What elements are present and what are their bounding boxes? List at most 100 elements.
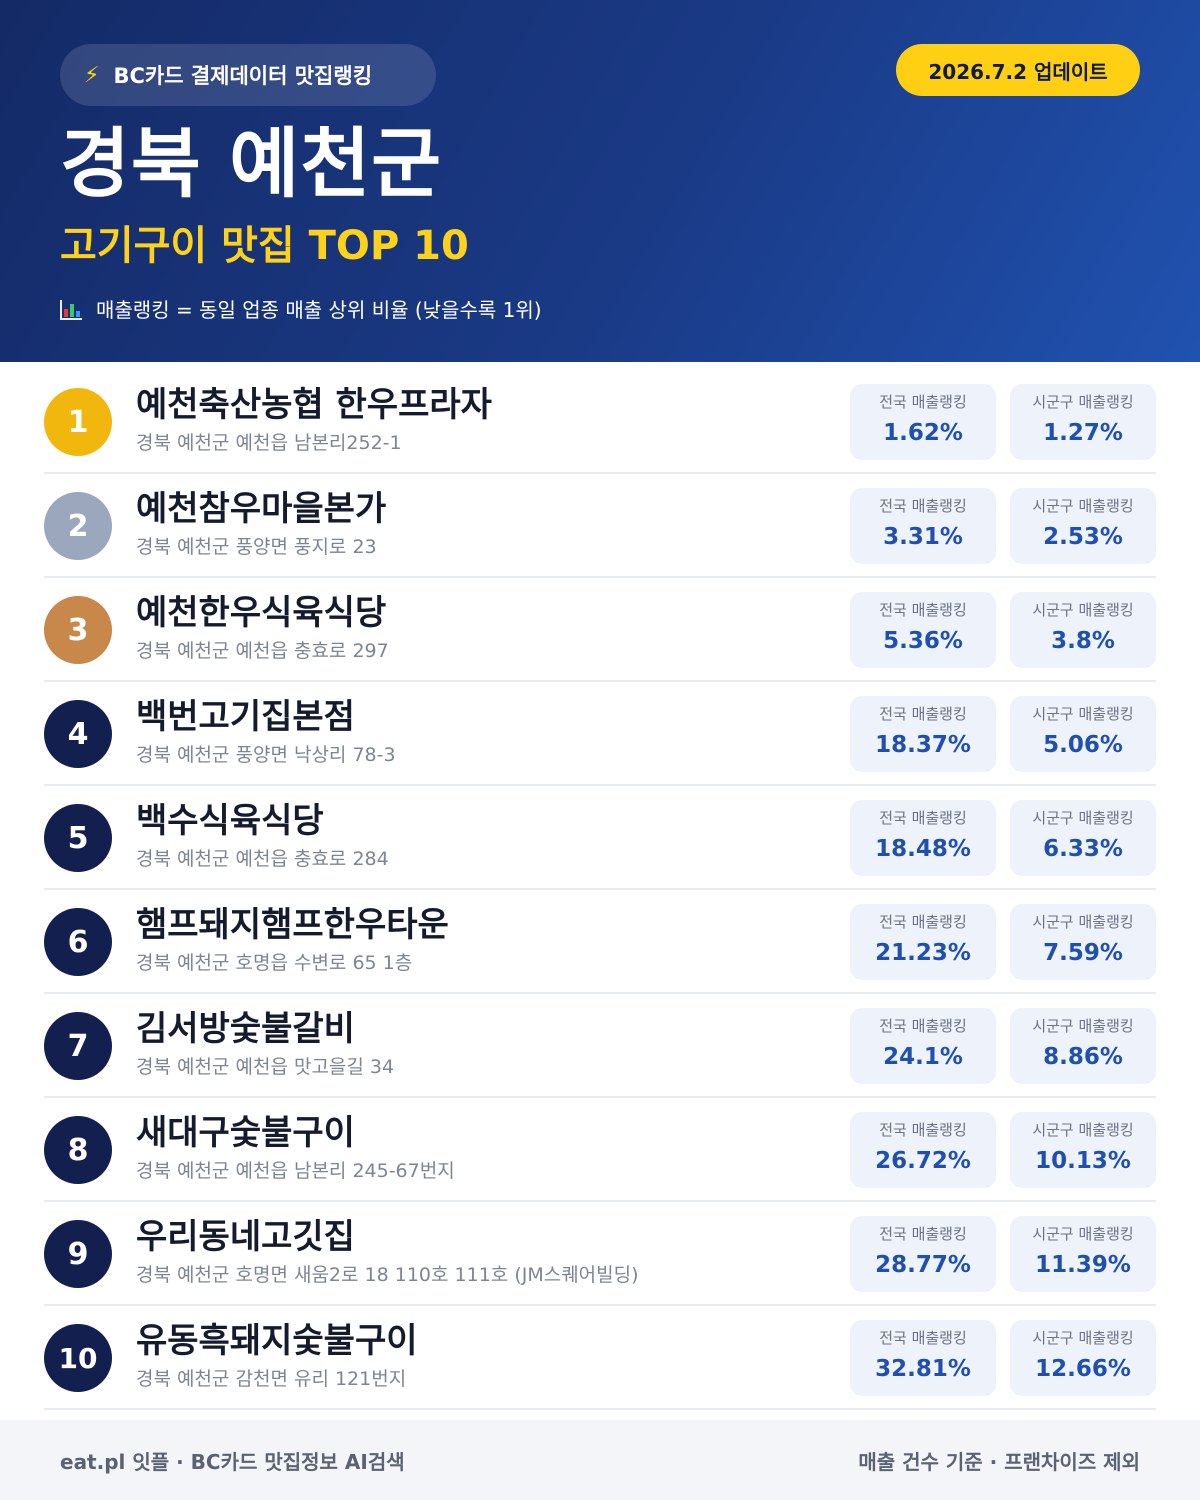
local-rank-label: 시군구 매출랭킹 — [1032, 1017, 1134, 1035]
local-rank-value: 2.53% — [1043, 524, 1123, 550]
national-rank-card: 전국 매출랭킹 18.37% — [850, 696, 996, 772]
national-rank-label: 전국 매출랭킹 — [879, 497, 967, 515]
rank-badge: 5 — [44, 804, 112, 872]
source-label: BC카드 결제데이터 맛집랭킹 — [113, 64, 373, 88]
national-rank-card: 전국 매출랭킹 1.62% — [850, 384, 996, 460]
national-rank-label: 전국 매출랭킹 — [879, 1121, 967, 1139]
restaurant-row[interactable]: 1 예천축산농협 한우프라자 경북 예천군 예천읍 남본리252-1 전국 매출랭킹 1… — [44, 370, 1156, 474]
local-rank-label: 시군구 매출랭킹 — [1032, 913, 1134, 931]
footer: eat.pl 잇플 · BC카드 맛집정보 AI검색 매출 건수 기준 · 프랜… — [0, 1420, 1200, 1500]
restaurant-address: 경북 예천군 풍양면 풍지로 23 — [136, 536, 377, 558]
restaurant-name[interactable]: 우리동네고깃집 — [136, 1217, 355, 1257]
local-rank-card: 시군구 매출랭킹 6.33% — [1010, 800, 1156, 876]
national-rank-value: 21.23% — [875, 940, 971, 966]
restaurant-address: 경북 예천군 예천읍 남본리 245-67번지 — [136, 1160, 455, 1182]
restaurant-address: 경북 예천군 예천읍 충효로 284 — [136, 848, 389, 870]
source-pill: ⚡ BC카드 결제데이터 맛집랭킹 — [60, 44, 436, 106]
national-rank-value: 5.36% — [883, 628, 963, 654]
local-rank-value: 10.13% — [1035, 1148, 1131, 1174]
rank-badge: 10 — [44, 1324, 112, 1392]
national-rank-label: 전국 매출랭킹 — [879, 1017, 967, 1035]
local-rank-card: 시군구 매출랭킹 10.13% — [1010, 1112, 1156, 1188]
rank-badge: 6 — [44, 908, 112, 976]
local-rank-card: 시군구 매출랭킹 7.59% — [1010, 904, 1156, 980]
restaurant-address: 경북 예천군 감천면 유리 121번지 — [136, 1368, 407, 1390]
national-rank-label: 전국 매출랭킹 — [879, 393, 967, 411]
rank-badge: 3 — [44, 596, 112, 664]
local-rank-label: 시군구 매출랭킹 — [1032, 393, 1134, 411]
national-rank-value: 26.72% — [875, 1148, 971, 1174]
rank-badge: 1 — [44, 388, 112, 456]
national-rank-value: 32.81% — [875, 1356, 971, 1382]
national-rank-card: 전국 매출랭킹 21.23% — [850, 904, 996, 980]
national-rank-card: 전국 매출랭킹 32.81% — [850, 1320, 996, 1396]
local-rank-value: 12.66% — [1035, 1356, 1131, 1382]
national-rank-value: 1.62% — [883, 420, 963, 446]
rank-badge: 2 — [44, 492, 112, 560]
update-badge: 2026.7.2 업데이트 — [896, 44, 1140, 96]
national-rank-card: 전국 매출랭킹 26.72% — [850, 1112, 996, 1188]
local-rank-label: 시군구 매출랭킹 — [1032, 601, 1134, 619]
restaurant-address: 경북 예천군 호명면 새움2로 18 110호 111호 (JM스퀘어빌딩) — [136, 1264, 639, 1286]
restaurant-name[interactable]: 백번고기집본점 — [136, 697, 355, 737]
bar-chart-icon — [60, 300, 82, 320]
restaurant-address: 경북 예천군 호명읍 수변로 65 1층 — [136, 952, 413, 974]
restaurant-name[interactable]: 유동흑돼지숯불구이 — [136, 1321, 418, 1361]
rank-badge: 9 — [44, 1220, 112, 1288]
local-rank-value: 5.06% — [1043, 732, 1123, 758]
page-subtitle: 고기구이 맛집 TOP 10 — [60, 223, 469, 269]
national-rank-value: 28.77% — [875, 1252, 971, 1278]
local-rank-card: 시군구 매출랭킹 3.8% — [1010, 592, 1156, 668]
restaurant-name[interactable]: 백수식육식당 — [136, 801, 324, 841]
national-rank-card: 전국 매출랭킹 18.48% — [850, 800, 996, 876]
local-rank-value: 8.86% — [1043, 1044, 1123, 1070]
legend-note-text: 매출랭킹 = 동일 업종 매출 상위 비율 (낮을수록 1위) — [96, 298, 542, 322]
national-rank-card: 전국 매출랭킹 28.77% — [850, 1216, 996, 1292]
restaurant-name[interactable]: 새대구숯불구이 — [136, 1113, 355, 1153]
restaurant-row[interactable]: 8 새대구숯불구이 경북 예천군 예천읍 남본리 245-67번지 전국 매출랭킹 26… — [44, 1098, 1156, 1202]
footer-credit: eat.pl 잇플 · BC카드 맛집정보 AI검색 — [60, 1449, 405, 1474]
local-rank-value: 11.39% — [1035, 1252, 1131, 1278]
national-rank-value: 18.48% — [875, 836, 971, 862]
restaurant-name[interactable]: 햄프돼지햄프한우타운 — [136, 905, 449, 945]
restaurant-address: 경북 예천군 예천읍 충효로 297 — [136, 640, 389, 662]
rank-badge: 4 — [44, 700, 112, 768]
restaurant-row[interactable]: 7 김서방숯불갈비 경북 예천군 예천읍 맛고을길 34 전국 매출랭킹 24.1% 시군… — [44, 994, 1156, 1098]
header-banner: ⚡ BC카드 결제데이터 맛집랭킹 2026.7.2 업데이트 경북 예천군 고… — [0, 0, 1200, 362]
restaurant-name[interactable]: 김서방숯불갈비 — [136, 1009, 355, 1049]
restaurant-list: 1 예천축산농협 한우프라자 경북 예천군 예천읍 남본리252-1 전국 매출랭킹 1… — [44, 370, 1156, 1410]
national-rank-card: 전국 매출랭킹 24.1% — [850, 1008, 996, 1084]
restaurant-name[interactable]: 예천참우마을본가 — [136, 489, 387, 529]
local-rank-card: 시군구 매출랭킹 11.39% — [1010, 1216, 1156, 1292]
national-rank-label: 전국 매출랭킹 — [879, 1225, 967, 1243]
national-rank-value: 18.37% — [875, 732, 971, 758]
local-rank-card: 시군구 매출랭킹 12.66% — [1010, 1320, 1156, 1396]
footer-note: 매출 건수 기준 · 프랜차이즈 제외 — [858, 1449, 1140, 1474]
legend-note: 매출랭킹 = 동일 업종 매출 상위 비율 (낮을수록 1위) — [60, 294, 542, 326]
restaurant-address: 경북 예천군 예천읍 맛고을길 34 — [136, 1056, 395, 1078]
national-rank-label: 전국 매출랭킹 — [879, 809, 967, 827]
national-rank-label: 전국 매출랭킹 — [879, 913, 967, 931]
national-rank-label: 전국 매출랭킹 — [879, 705, 967, 723]
local-rank-label: 시군구 매출랭킹 — [1032, 497, 1134, 515]
local-rank-value: 7.59% — [1043, 940, 1123, 966]
national-rank-label: 전국 매출랭킹 — [879, 601, 967, 619]
local-rank-value: 6.33% — [1043, 836, 1123, 862]
national-rank-value: 3.31% — [883, 524, 963, 550]
local-rank-card: 시군구 매출랭킹 8.86% — [1010, 1008, 1156, 1084]
restaurant-name[interactable]: 예천축산농협 한우프라자 — [136, 385, 492, 425]
restaurant-address: 경북 예천군 풍양면 낙상리 78-3 — [136, 744, 396, 766]
local-rank-value: 1.27% — [1043, 420, 1123, 446]
local-rank-label: 시군구 매출랭킹 — [1032, 705, 1134, 723]
local-rank-value: 3.8% — [1051, 628, 1115, 654]
local-rank-label: 시군구 매출랭킹 — [1032, 1329, 1134, 1347]
restaurant-name[interactable]: 예천한우식육식당 — [136, 593, 387, 633]
national-rank-card: 전국 매출랭킹 3.31% — [850, 488, 996, 564]
